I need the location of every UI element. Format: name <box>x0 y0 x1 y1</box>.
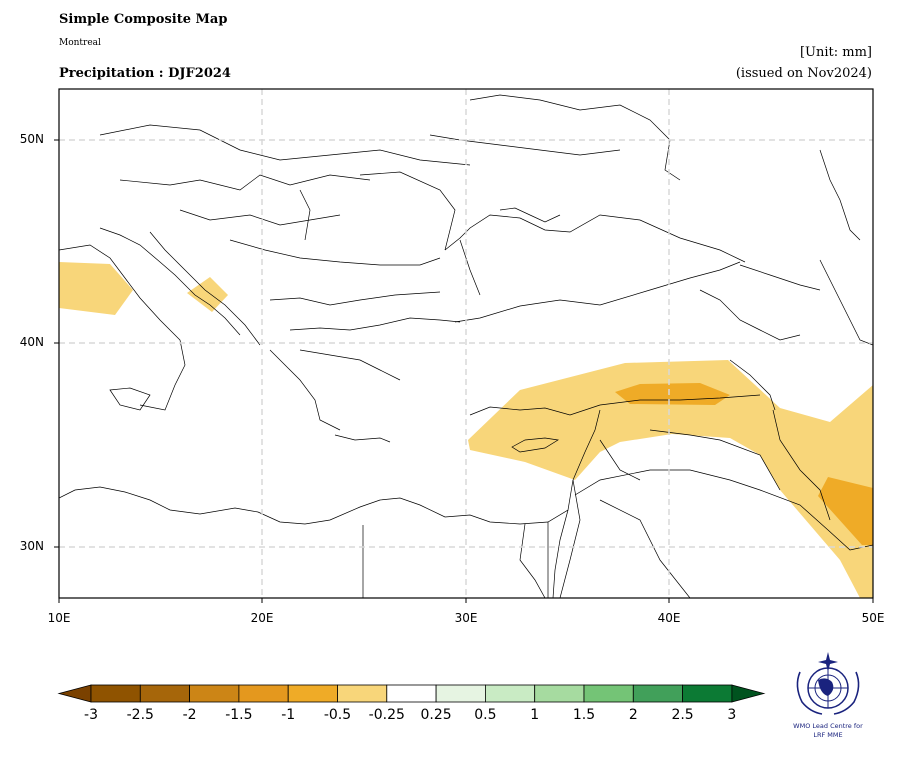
lon-tick-50e: 50E <box>861 611 885 625</box>
colorbar-cell <box>386 684 437 703</box>
variable-label: Precipitation : DJF2024 <box>59 66 231 81</box>
colorbar-tick-label: -3 <box>84 707 98 723</box>
anomaly-se-turkey-core <box>615 383 730 405</box>
colorbar-cell <box>90 684 141 703</box>
colorbar-cell <box>287 684 338 703</box>
wmo-logo <box>796 652 860 715</box>
colorbar-cell <box>238 684 289 703</box>
logo-text-line1: WMO Lead Centre for <box>793 722 863 730</box>
colorbar-tick-label: -0.25 <box>368 707 405 723</box>
colorbar-tick-label: 0.5 <box>474 707 497 723</box>
anomaly-iraq-gulf-core <box>818 477 873 545</box>
colorbar-cell <box>435 684 486 703</box>
lon-tick-40e: 40E <box>657 611 681 625</box>
lat-tick-30n: 30N <box>19 539 44 553</box>
colorbar-tick-label: 2.5 <box>671 707 694 723</box>
logo-text-line2: LRF MME <box>813 731 843 739</box>
colorbar-tick-label: -0.5 <box>323 707 352 723</box>
colorbar-extend-high <box>731 684 766 703</box>
gridlines <box>59 89 873 598</box>
colorbar-cell <box>337 684 388 703</box>
lat-tick-40n: 40N <box>19 335 44 349</box>
lon-tick-10e: 10E <box>47 611 71 625</box>
lon-tick-30e: 30E <box>454 611 478 625</box>
map-subtitle: Montreal <box>59 38 101 48</box>
precipitation-map <box>54 88 874 603</box>
anomaly-levant-iraq <box>468 360 873 598</box>
colorbar-tick-label: 1.5 <box>572 707 596 723</box>
colorbar-cell <box>583 684 634 703</box>
coastlines <box>59 94 873 598</box>
lat-tick-50n: 50N <box>19 132 44 146</box>
colorbar-tick-label: -2 <box>182 707 197 723</box>
colorbar-cell <box>189 684 240 703</box>
anomaly-central-italy <box>59 262 133 315</box>
colorbar-tick-label: 1 <box>530 707 540 723</box>
colorbar-extend-low <box>57 684 92 703</box>
colorbar-cell <box>534 684 585 703</box>
anomaly-adriatic <box>187 277 228 312</box>
map-title: Simple Composite Map <box>59 12 228 27</box>
colorbar-cell <box>632 684 683 703</box>
colorbar-cell <box>139 684 191 703</box>
colorbar-tick-label: -1.5 <box>225 707 253 723</box>
lon-tick-20e: 20E <box>250 611 274 625</box>
colorbar-tick-label: 3 <box>727 707 737 723</box>
unit-label: [Unit: mm] <box>799 45 872 60</box>
issued-label: (issued on Nov2024) <box>735 66 872 81</box>
colorbar-tick-label: 2 <box>628 707 638 723</box>
colorbar-cell <box>682 684 733 703</box>
colorbar-tick-label: -2.5 <box>126 707 154 723</box>
colorbar-tick-label: -1 <box>281 707 296 723</box>
colorbar-cell <box>484 684 536 703</box>
colorbar-tick-label: 0.25 <box>420 707 452 723</box>
